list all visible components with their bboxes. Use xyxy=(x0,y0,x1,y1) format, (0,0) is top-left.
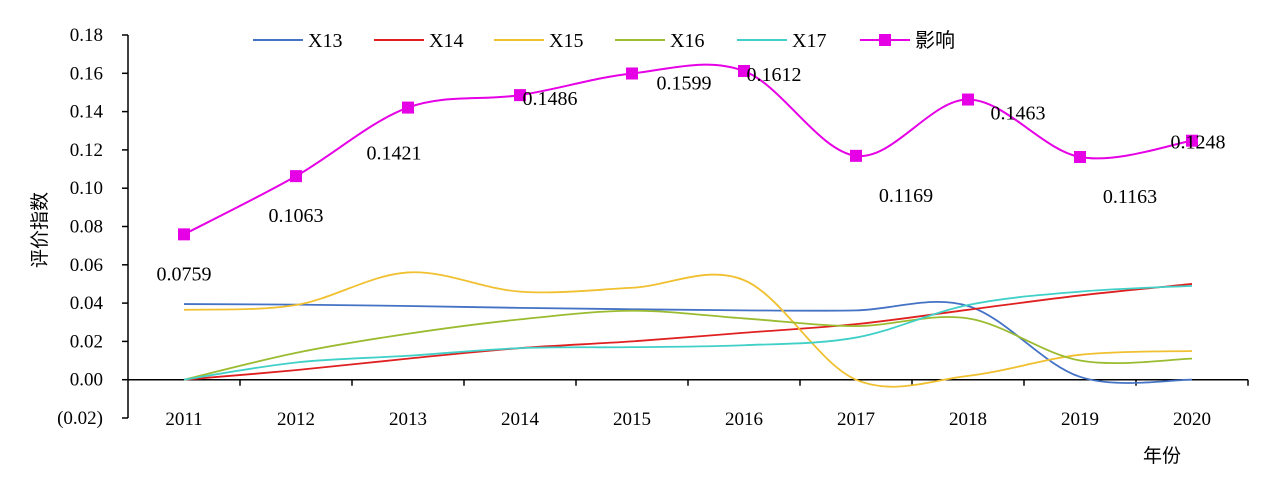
x-tick-label: 2017 xyxy=(837,409,875,430)
data-point-marker xyxy=(402,101,414,114)
y-tick-label: 0.10 xyxy=(70,178,103,199)
data-point-marker xyxy=(1074,150,1086,163)
legend-item-X16: X16 xyxy=(615,30,704,52)
data-label: 0.1486 xyxy=(523,88,578,110)
legend-item-影响: 影响 xyxy=(860,29,955,52)
y-tick-label: 0.16 xyxy=(70,63,103,84)
legend-marker xyxy=(879,34,891,46)
series-line-X14 xyxy=(183,283,1193,381)
legend-label: X13 xyxy=(308,30,342,52)
data-point-marker xyxy=(514,89,526,102)
data-label: 0.1421 xyxy=(367,143,422,165)
x-axis-title: 年份 xyxy=(1143,445,1181,467)
legend-item-X15: X15 xyxy=(494,30,583,52)
y-tick-label: 0.00 xyxy=(70,370,103,391)
legend-label: 影响 xyxy=(915,29,955,52)
series-line-X17 xyxy=(183,284,1193,381)
x-tick-label: 2016 xyxy=(725,409,763,430)
legend-item-X14: X14 xyxy=(374,30,463,52)
data-point-marker xyxy=(962,93,974,106)
series-line-X13 xyxy=(183,300,1193,384)
series-layer xyxy=(178,63,1198,388)
series-line-X16 xyxy=(183,309,1193,381)
series-line-影响 xyxy=(183,63,1193,236)
data-label: 0.1248 xyxy=(1171,132,1226,154)
data-labels: 0.0759 0.1063 0.1421 0.1486 0.1599 0.1612 0.11… xyxy=(157,64,1226,285)
x-tick-label: 2019 xyxy=(1061,409,1099,430)
legend-item-X17: X17 xyxy=(737,30,826,52)
legend-item-X13: X13 xyxy=(253,30,342,52)
legend-label: X17 xyxy=(792,30,826,52)
x-tick-label: 2015 xyxy=(613,409,651,430)
data-label: 0.1612 xyxy=(747,64,802,86)
x-tick-label: 2018 xyxy=(949,409,987,430)
legend-label: X14 xyxy=(429,30,463,52)
data-label: 0.1463 xyxy=(991,103,1046,125)
y-tick-label: 0.06 xyxy=(70,255,103,276)
y-tick-label: 0.04 xyxy=(70,293,104,314)
data-point-marker xyxy=(626,67,638,80)
legend-label: X15 xyxy=(549,30,583,52)
x-tick-label: 2013 xyxy=(389,409,427,430)
y-tick-label: 0.14 xyxy=(70,102,104,123)
x-tick-label: 2012 xyxy=(277,409,315,430)
data-point-marker xyxy=(1186,134,1198,147)
data-point-marker xyxy=(178,228,190,241)
data-label: 0.1063 xyxy=(269,205,324,227)
y-tick-label: (0.02) xyxy=(57,408,103,429)
x-tick-label: 2011 xyxy=(165,409,202,430)
axes: 0.18 0.16 0.14 0.12 0.10 0.08 0.06 0.04 0.02 0.00… xyxy=(57,25,1249,430)
y-tick-label: 0.08 xyxy=(70,217,103,238)
data-point-marker xyxy=(850,149,862,162)
legend-label: X16 xyxy=(670,30,704,52)
data-label: 0.0759 xyxy=(157,263,212,285)
y-tick-label: 0.18 xyxy=(70,25,103,46)
x-tick-label: 2020 xyxy=(1173,409,1211,430)
x-tick-label: 2014 xyxy=(501,409,540,430)
data-label: 0.1599 xyxy=(657,72,712,94)
y-tick-label: 0.02 xyxy=(70,331,103,352)
legend: X13 X14 X15 X16 X17 影响 xyxy=(253,29,955,52)
y-tick-label: 0.12 xyxy=(70,140,103,161)
data-point-marker xyxy=(290,170,302,183)
data-label: 0.1169 xyxy=(879,185,933,207)
data-label: 0.1163 xyxy=(1103,186,1157,208)
series-line-X15 xyxy=(183,271,1193,388)
y-axis-title: 评价指数 xyxy=(29,192,51,268)
data-point-marker xyxy=(738,65,750,78)
